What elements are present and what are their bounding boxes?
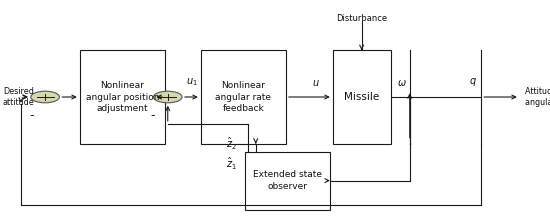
Text: Disturbance: Disturbance	[337, 14, 387, 23]
Bar	[333, 50, 390, 144]
Bar	[201, 50, 286, 144]
Text: Missile: Missile	[344, 92, 380, 102]
Text: Desired
attitude: Desired attitude	[3, 87, 35, 107]
Text: -: -	[151, 109, 155, 122]
Text: $\omega$: $\omega$	[397, 78, 406, 88]
Text: $u$: $u$	[312, 78, 320, 88]
Text: $\hat{z}_2$: $\hat{z}_2$	[226, 136, 236, 152]
Circle shape	[153, 91, 182, 103]
Text: Attitude and
angular rate: Attitude and angular rate	[525, 87, 550, 107]
Text: Nonlinear
angular position
adjustment: Nonlinear angular position adjustment	[86, 81, 159, 113]
Text: $u_1$: $u_1$	[185, 76, 197, 88]
Circle shape	[31, 91, 59, 103]
Text: $q$: $q$	[469, 76, 477, 88]
Bar	[80, 50, 165, 144]
Text: Extended state
observer: Extended state observer	[253, 170, 322, 191]
Text: Nonlinear
angular rate
feedback: Nonlinear angular rate feedback	[216, 81, 271, 113]
Bar	[245, 152, 330, 210]
Text: $\hat{z}_1$: $\hat{z}_1$	[226, 156, 236, 172]
Text: -: -	[30, 109, 34, 122]
